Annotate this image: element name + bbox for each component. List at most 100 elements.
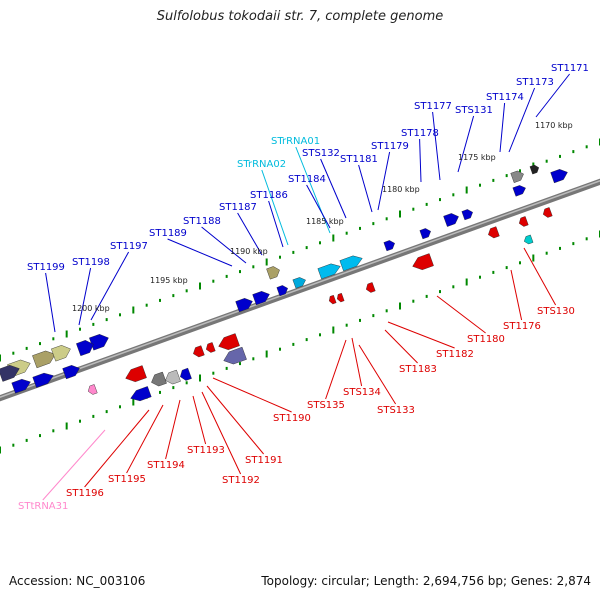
forward-gene-label: STrRNA02 [237, 159, 286, 170]
forward-leader [358, 164, 373, 213]
outer-row-tick [439, 198, 441, 202]
forward-gene-7 [32, 372, 54, 388]
forward-gene-label: ST1189 [149, 228, 187, 239]
outer-row-tick [52, 337, 55, 341]
reverse-gene-label: STS135 [307, 400, 345, 411]
outer-row-tick [119, 313, 121, 317]
reverse-gene-7 [218, 333, 240, 351]
reverse-gene-5 [193, 345, 205, 358]
inner-row-tick [519, 261, 521, 265]
forward-gene-18 [443, 213, 459, 227]
forward-gene-13 [292, 277, 306, 289]
outer-row-tick [239, 270, 241, 274]
inner-row-tick [332, 326, 335, 334]
forward-gene-label: STS131 [455, 105, 493, 116]
reverse-leader [351, 337, 363, 387]
forward-leader [377, 151, 391, 211]
reverse-gene-8 [223, 346, 247, 365]
inner-row-tick [252, 357, 255, 361]
scale-label: 1175 kbp [458, 153, 496, 162]
forward-gene-label: ST1171 [551, 63, 589, 74]
forward-gene-4 [89, 334, 109, 351]
reverse-gene-label: ST1191 [245, 455, 283, 466]
forward-leader [261, 169, 289, 246]
inner-row-tick [479, 275, 481, 279]
outer-row-tick [39, 342, 41, 346]
topology-label: Topology: circular; Length: 2,694,756 bp… [261, 574, 591, 588]
forward-gene-6 [62, 365, 80, 380]
outer-row-tick [399, 210, 401, 218]
inner-row-tick [532, 254, 535, 262]
reverse-leader [523, 247, 557, 306]
tick-rows [0, 138, 600, 454]
outer-row-tick [0, 354, 1, 362]
reverse-gene-label: ST1192 [222, 475, 260, 486]
reverse-leader [387, 321, 455, 349]
outer-row-tick [132, 306, 135, 314]
reverse-gene-label: ST1183 [399, 364, 437, 375]
inner-row-tick [279, 347, 281, 351]
reverse-gene-label: ST1193 [187, 445, 225, 456]
inner-row-tick [132, 398, 135, 406]
reverse-gene-13 [488, 226, 500, 239]
outer-row-tick [359, 226, 361, 230]
forward-gene-16 [383, 240, 395, 252]
forward-leader [306, 184, 331, 229]
reverse-gene-label: ST1195 [108, 474, 146, 485]
label-leader-lines [42, 73, 570, 501]
outer-row-tick [12, 351, 15, 355]
inner-row-tick [319, 333, 321, 337]
reverse-leader [325, 339, 347, 400]
forward-gene-17 [419, 228, 431, 240]
inner-row-tick [399, 302, 401, 310]
reverse-gene-label: ST1180 [467, 334, 505, 345]
reverse-leader [192, 395, 207, 445]
forward-leader [499, 102, 506, 153]
inner-row-tick [439, 290, 441, 294]
inner-row-tick [159, 390, 161, 394]
inner-row-tick [345, 323, 348, 327]
inner-row-tick [119, 405, 121, 409]
reverse-leader [384, 329, 418, 364]
outer-row-tick [412, 207, 415, 211]
inner-row-tick [185, 381, 188, 385]
forward-gene-label: ST1184 [288, 174, 326, 185]
reverse-leader [436, 295, 486, 334]
outer-row-tick [279, 255, 281, 259]
outer-row-tick [545, 159, 548, 163]
forward-gene-label: ST1187 [219, 202, 257, 213]
forward-gene-label: ST1174 [486, 92, 524, 103]
reverse-leader [165, 399, 181, 460]
inner-row-tick [199, 374, 201, 382]
forward-leader [419, 138, 422, 183]
forward-gene-label: ST1186 [250, 190, 288, 201]
forward-gene-label: ST1177 [414, 101, 452, 112]
forward-gene-9 [235, 298, 253, 313]
outer-row-tick [452, 193, 455, 197]
reverse-leader [84, 409, 150, 488]
reverse-gene-label: STS134 [343, 387, 381, 398]
forward-leader [237, 212, 263, 256]
forward-gene-15 [339, 255, 363, 272]
reverse-gene-9 [328, 294, 337, 305]
reverse-gene-label: STS133 [377, 405, 415, 416]
reverse-gene-label: ST1176 [503, 321, 541, 332]
inner-row-tick [292, 342, 295, 346]
forward-gene-label: ST1178 [401, 128, 439, 139]
forward-leader [535, 73, 570, 118]
outer-row-tick [319, 241, 321, 245]
forward-leader [457, 115, 475, 173]
outer-row-tick [185, 289, 188, 293]
reverse-leader [206, 385, 264, 455]
inner-row-tick [79, 419, 81, 423]
inner-row-tick [412, 299, 415, 303]
outer-row-tick [65, 330, 68, 338]
inner-row-tick [225, 366, 228, 370]
forward-gene-22 [510, 170, 524, 183]
inner-row-tick [559, 246, 561, 250]
outer-row-tick [79, 327, 81, 331]
inner-row-tick [265, 350, 268, 358]
outer-row-tick [25, 346, 28, 350]
reverse-leader [212, 377, 292, 413]
